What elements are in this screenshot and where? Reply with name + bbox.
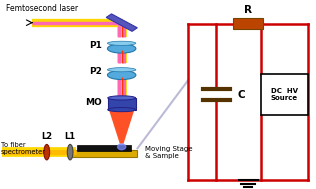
Ellipse shape: [107, 68, 136, 72]
FancyBboxPatch shape: [233, 18, 263, 29]
Text: To fiber
spectrometer: To fiber spectrometer: [1, 142, 46, 155]
Polygon shape: [109, 110, 134, 144]
Text: Femtosecond laser: Femtosecond laser: [6, 4, 78, 13]
FancyBboxPatch shape: [261, 74, 308, 115]
Ellipse shape: [44, 144, 50, 160]
Ellipse shape: [107, 41, 136, 45]
Ellipse shape: [108, 108, 136, 112]
Text: Moving Stage
& Sample: Moving Stage & Sample: [145, 146, 193, 159]
Text: P2: P2: [89, 67, 102, 76]
Ellipse shape: [108, 96, 136, 100]
Text: R: R: [244, 5, 252, 15]
Text: DC  HV
Source: DC HV Source: [271, 88, 298, 101]
Text: P1: P1: [89, 41, 102, 50]
Ellipse shape: [107, 44, 136, 53]
FancyBboxPatch shape: [108, 98, 136, 110]
Text: L1: L1: [64, 132, 76, 141]
Text: C: C: [238, 90, 245, 99]
Ellipse shape: [67, 144, 73, 160]
Ellipse shape: [107, 70, 136, 80]
Ellipse shape: [118, 144, 126, 150]
FancyBboxPatch shape: [68, 150, 137, 157]
Text: L2: L2: [41, 132, 52, 141]
FancyBboxPatch shape: [106, 14, 137, 31]
Text: MO: MO: [85, 98, 102, 107]
FancyBboxPatch shape: [77, 145, 131, 151]
